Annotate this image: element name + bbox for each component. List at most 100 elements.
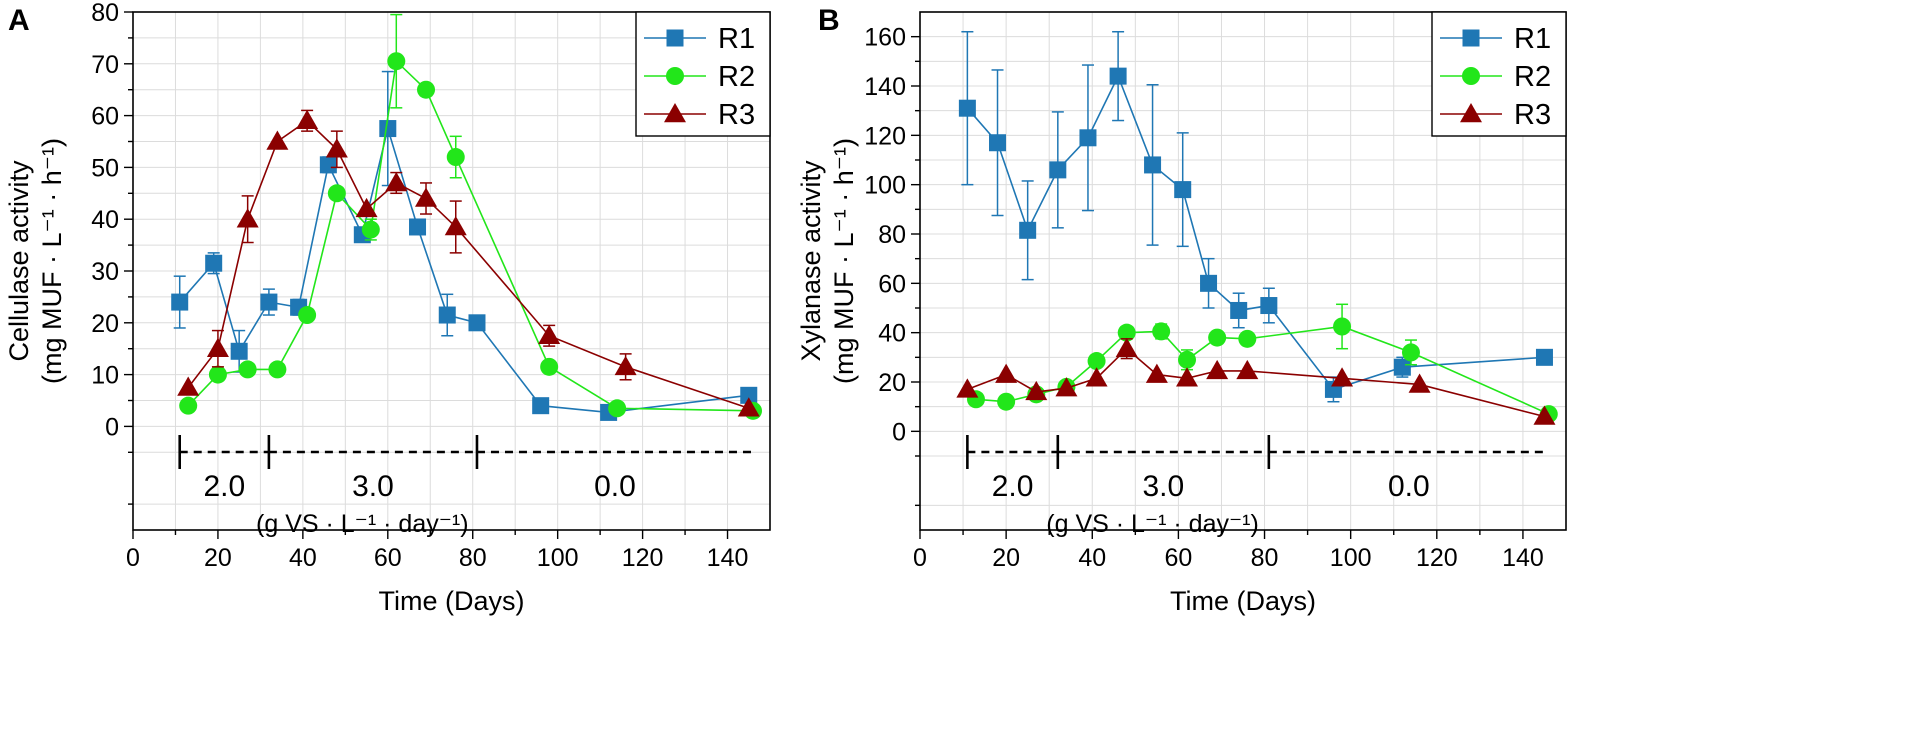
data-point-R1: [1200, 274, 1218, 292]
loading-rate-unit: (g VS · L⁻¹ · day⁻¹): [1046, 510, 1259, 538]
data-point-R1: [1230, 301, 1248, 319]
y-axis-title: Cellulase activity: [4, 160, 34, 362]
x-tick-label: 100: [537, 544, 579, 572]
data-point-R3: [177, 376, 200, 396]
x-tick-label: 140: [707, 544, 749, 572]
legend-label-R1: R1: [1514, 23, 1551, 55]
data-point-R2: [1238, 329, 1257, 348]
y-tick-label: 60: [878, 270, 906, 298]
data-point-R1: [319, 156, 337, 174]
series-R3: [956, 337, 1556, 425]
legend: R1 R2 R3: [1431, 11, 1567, 137]
data-point-R1: [1260, 297, 1278, 315]
data-point-R3: [1025, 380, 1048, 401]
y-tick-label: 160: [864, 24, 906, 52]
loading-rate-unit: (g VS · L⁻¹ · day⁻¹): [256, 510, 469, 538]
x-axis-title: Time (Days): [1170, 586, 1316, 616]
data-point-R1: [532, 397, 550, 415]
data-point-R1: [1049, 161, 1067, 179]
data-point-R3: [1331, 367, 1354, 387]
y-tick-label: 140: [864, 73, 906, 101]
y-tick-label: 50: [91, 154, 119, 182]
x-tick-label: 120: [1416, 544, 1458, 572]
data-point-R3: [538, 324, 561, 344]
data-point-R2: [179, 396, 198, 415]
data-point-R1: [1144, 156, 1162, 174]
data-point-R3: [995, 363, 1018, 383]
y-tick-label: 10: [91, 362, 119, 390]
data-point-R2: [1333, 317, 1352, 336]
x-tick-label: 40: [289, 544, 317, 572]
chart-B: 0 20 40 60 80 100 120 140 0 20 40 60 80 100 120 140 160 T…: [796, 4, 1567, 616]
y-tick-label: 100: [864, 172, 906, 200]
x-tick-label: 60: [1164, 544, 1192, 572]
y-tick-label: 40: [878, 320, 906, 348]
data-point-R3: [385, 171, 408, 192]
legend-marker-R3: [1460, 103, 1482, 123]
data-point-R2: [298, 306, 317, 325]
panel-label: B: [818, 4, 840, 37]
x-tick-label: 0: [126, 544, 140, 572]
data-point-R1: [379, 120, 397, 138]
x-tick-label: 40: [1078, 544, 1106, 572]
phase-label: 2.0: [992, 470, 1034, 503]
data-point-R3: [1115, 337, 1138, 357]
y-tick-label: 80: [878, 221, 906, 249]
data-point-R2: [268, 360, 287, 379]
data-point-R3: [614, 355, 637, 376]
data-point-R3: [1206, 359, 1229, 380]
data-point-R2: [1178, 350, 1197, 369]
x-tick-label: 0: [913, 544, 927, 572]
legend-box: [635, 11, 771, 137]
legend-label-R2: R2: [1514, 61, 1551, 93]
data-point-R3: [737, 397, 760, 417]
data-point-R3: [1055, 377, 1078, 397]
data-point-R1: [230, 342, 248, 360]
x-tick-label: 20: [204, 544, 232, 572]
data-point-R3: [296, 109, 319, 130]
data-point-R2: [1087, 352, 1106, 371]
legend-box: [1431, 11, 1567, 137]
panel-label: A: [8, 4, 30, 37]
data-point-R2: [1208, 328, 1227, 347]
data-point-R1: [438, 306, 456, 324]
series-R2: [966, 303, 1558, 424]
y-tick-label: 60: [91, 103, 119, 131]
data-point-R2: [417, 80, 436, 99]
legend-marker-R3: [664, 103, 686, 123]
data-point-R3: [1236, 359, 1259, 380]
series-R1: [958, 30, 1553, 403]
legend-marker-R2: [1462, 67, 1480, 85]
data-point-R3: [206, 337, 229, 357]
data-point-R3: [1408, 373, 1431, 393]
phase-label: 3.0: [1142, 470, 1184, 503]
data-point-R2: [540, 357, 559, 376]
data-point-R1: [1174, 181, 1192, 199]
data-point-R2: [1117, 323, 1136, 342]
x-tick-label: 80: [1251, 544, 1279, 572]
data-point-R1: [260, 293, 278, 311]
legend: R1 R2 R3: [635, 11, 771, 137]
data-point-R2: [608, 399, 627, 418]
y-tick-label: 30: [91, 258, 119, 286]
data-point-R1: [958, 99, 976, 117]
x-tick-label: 120: [622, 544, 664, 572]
y-axis-unit: (mg MUF · L⁻¹ · h⁻¹): [37, 138, 67, 384]
legend-marker-R1: [1462, 29, 1480, 47]
data-point-R3: [236, 208, 259, 228]
data-point-R3: [325, 138, 348, 158]
phase-annotation: 2.0 3.0 0.0 (g VS · L⁻¹ · day⁻¹): [178, 435, 754, 538]
series-R1: [171, 70, 758, 421]
y-tick-label: 70: [91, 51, 119, 79]
legend-marker-R2: [666, 67, 684, 85]
data-point-R1: [1019, 221, 1037, 239]
data-point-R1: [409, 218, 427, 236]
data-point-R1: [1393, 358, 1411, 376]
phase-annotation: 2.0 3.0 0.0 (g VS · L⁻¹ · day⁻¹): [966, 435, 1549, 538]
data-point-R3: [266, 130, 289, 150]
data-point-R2: [238, 360, 257, 379]
data-point-R3: [1176, 367, 1199, 387]
legend-label-R3: R3: [1514, 99, 1551, 131]
x-tick-label: 60: [374, 544, 402, 572]
